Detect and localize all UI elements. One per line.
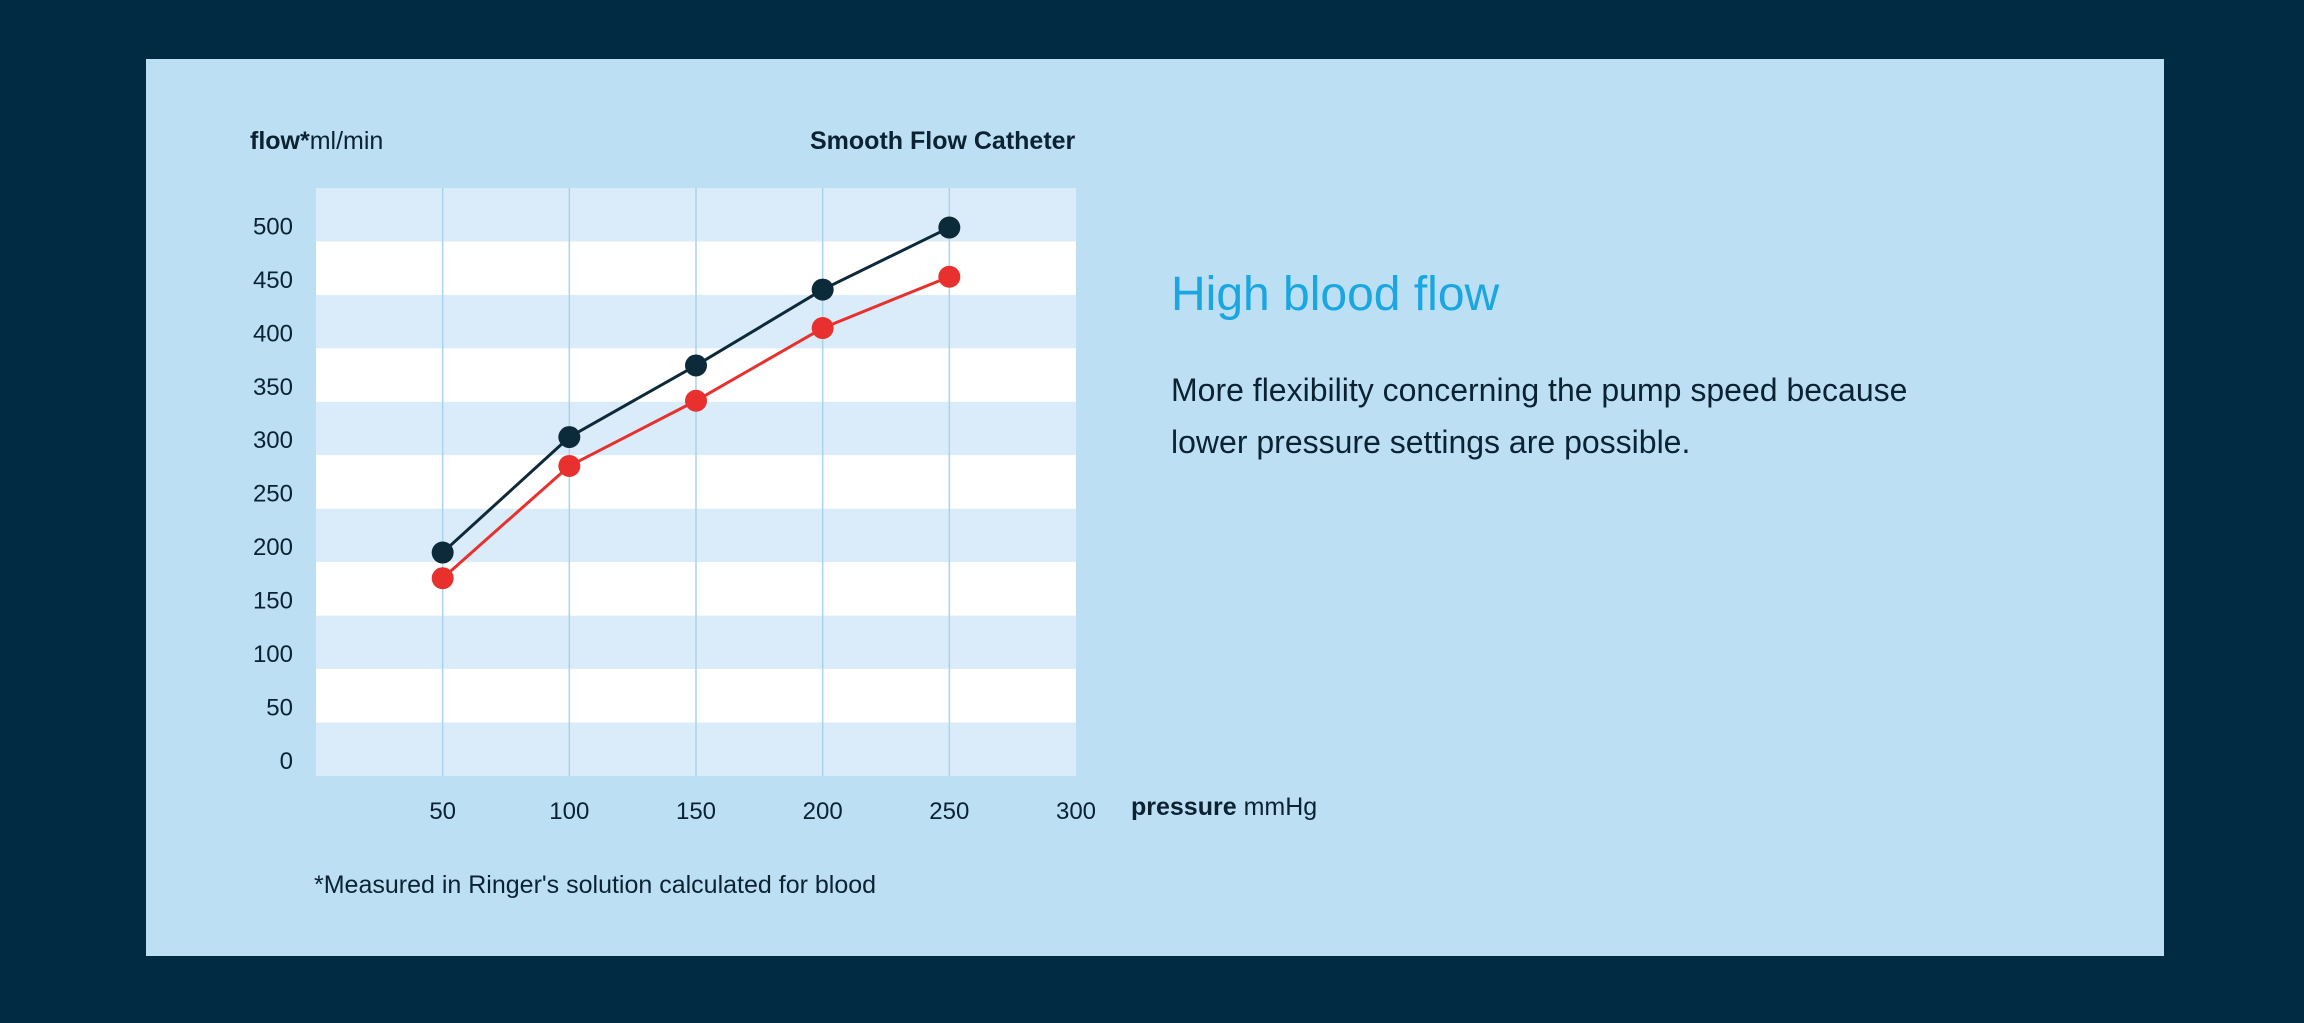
y-tick-label: 500 [253, 213, 293, 240]
x-axis-title: pressure mmHg [1131, 793, 1317, 822]
y-axis-unit: ml/min [309, 127, 384, 155]
data-point [685, 389, 707, 412]
y-tick-label: 400 [253, 320, 293, 347]
description: More flexibility concerning the pump spe… [1171, 372, 1908, 460]
x-axis-label: pressure [1131, 793, 1237, 821]
y-tick-label: 150 [253, 588, 293, 615]
data-point [685, 354, 707, 377]
x-tick-label: 300 [1056, 798, 1096, 825]
headline: High blood flow [1171, 268, 1500, 321]
y-tick-label: 200 [253, 534, 293, 561]
x-axis-unit: mmHg [1243, 793, 1318, 821]
line-chart: 0 50 100 150 200 250 300 350 400 450 500 50 100 150 20… [253, 188, 1096, 825]
y-tick-label: 0 [280, 748, 293, 775]
y-tick-label: 100 [253, 641, 293, 668]
data-point [558, 454, 581, 477]
data-point [431, 567, 454, 590]
data-point [938, 216, 961, 239]
data-point [431, 541, 454, 564]
y-tick-label: 450 [253, 267, 293, 294]
y-tick-label: 50 [266, 695, 293, 722]
data-point [558, 426, 581, 449]
footnote: *Measured in Ringer's solution calculate… [314, 871, 877, 899]
chart-title: Smooth Flow Catheter [810, 127, 1076, 155]
x-tick-label: 250 [929, 798, 969, 825]
data-point [811, 278, 834, 301]
y-axis-title: flow*ml/min [250, 127, 383, 156]
y-tick-label: 350 [253, 374, 293, 401]
data-point [938, 265, 961, 288]
info-block: High blood flow More flexibility concern… [1171, 267, 2071, 468]
x-tick-label: 100 [549, 798, 589, 825]
x-tick-label: 200 [803, 798, 843, 825]
x-tick-label: 150 [676, 798, 716, 825]
y-tick-label: 300 [253, 427, 293, 454]
data-point [811, 317, 834, 340]
y-tick-label: 250 [253, 481, 293, 508]
y-axis-label: flow* [250, 127, 310, 155]
chart-panel: flow*ml/min Smooth Flow Catheter 0 50 100 1… [146, 59, 2164, 956]
x-tick-label: 50 [429, 798, 456, 825]
